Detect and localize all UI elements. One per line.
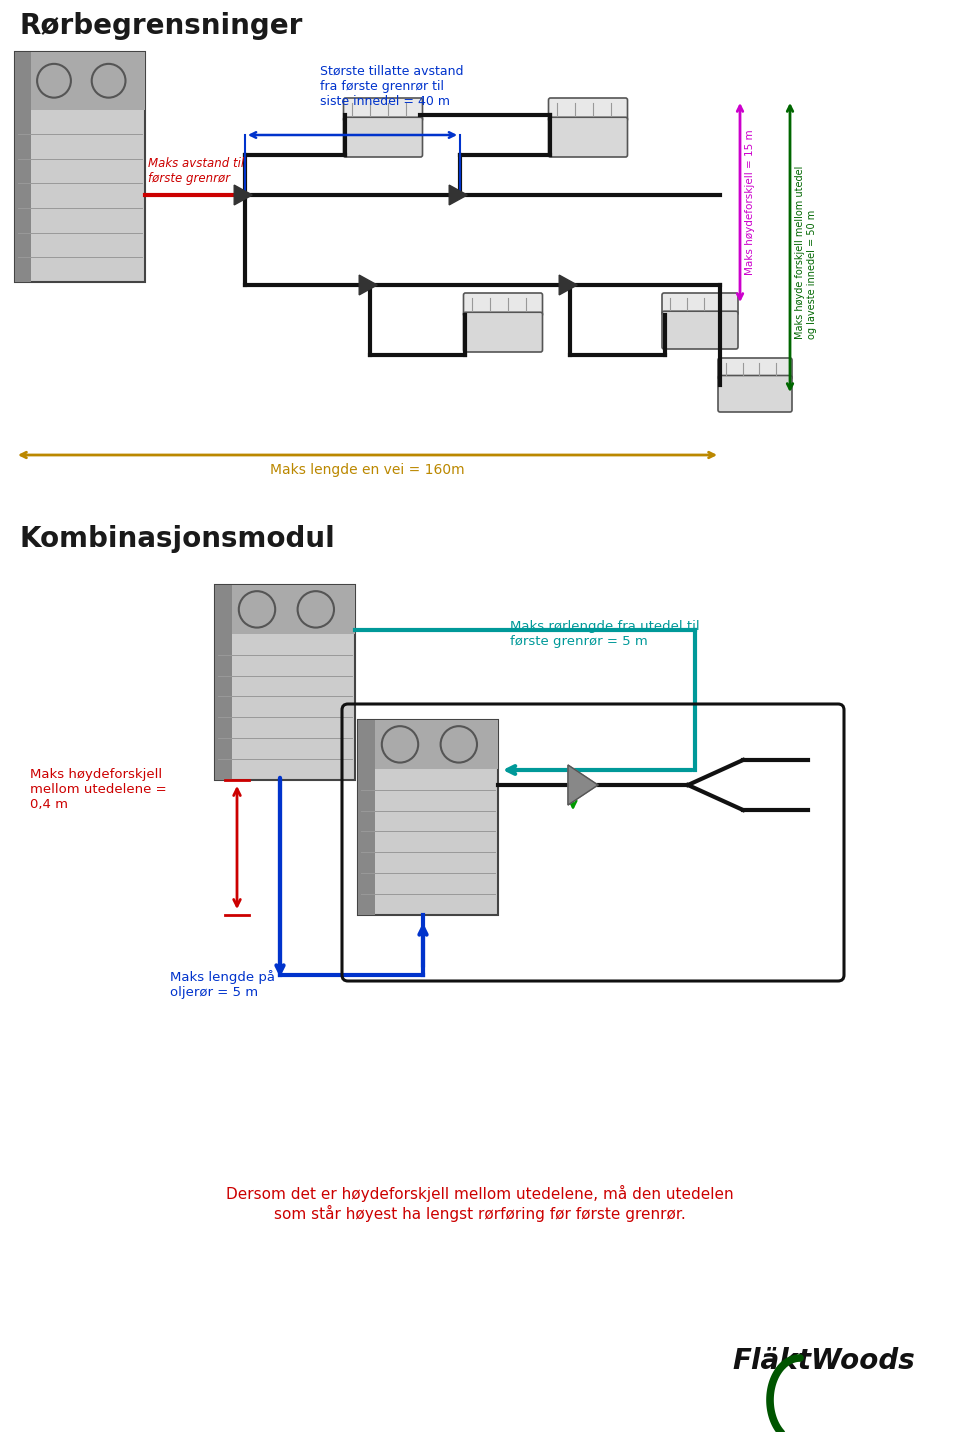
FancyBboxPatch shape (464, 294, 542, 316)
FancyBboxPatch shape (15, 52, 145, 282)
FancyBboxPatch shape (464, 312, 542, 352)
FancyBboxPatch shape (718, 358, 792, 379)
Polygon shape (568, 765, 598, 805)
Text: Største tillatte avstand
fra første grenrør til
siste innedel = 40 m: Største tillatte avstand fra første gren… (320, 64, 464, 107)
FancyBboxPatch shape (344, 97, 422, 122)
FancyBboxPatch shape (662, 294, 738, 315)
FancyBboxPatch shape (215, 586, 231, 780)
Text: Maks høyde forskjell mellom utedel
og laveste innedel = 50 m: Maks høyde forskjell mellom utedel og la… (795, 165, 817, 339)
FancyBboxPatch shape (15, 52, 31, 282)
FancyBboxPatch shape (358, 720, 498, 915)
FancyBboxPatch shape (215, 586, 355, 634)
Text: Rørbegrensninger: Rørbegrensninger (20, 11, 303, 40)
Text: Maks lengde på
oljerør = 5 m: Maks lengde på oljerør = 5 m (170, 969, 275, 1000)
FancyBboxPatch shape (662, 311, 738, 349)
Polygon shape (449, 185, 468, 205)
Text: Maks høydeforskjell = 15 m: Maks høydeforskjell = 15 m (745, 129, 755, 275)
Text: Maks avstand til
første grenrør: Maks avstand til første grenrør (148, 158, 244, 185)
Polygon shape (359, 275, 377, 295)
Text: Dersom det er høydeforskjell mellom utedelene, må den utedelen
som står høyest h: Dersom det er høydeforskjell mellom uted… (227, 1186, 733, 1221)
Polygon shape (559, 275, 577, 295)
FancyBboxPatch shape (548, 117, 628, 158)
FancyBboxPatch shape (15, 52, 145, 109)
Text: Maks rørlengde fra utedel til
første grenrør = 5 m: Maks rørlengde fra utedel til første gre… (510, 620, 700, 649)
Polygon shape (234, 185, 252, 205)
FancyBboxPatch shape (548, 97, 628, 122)
Text: Kombinasjonsmodul: Kombinasjonsmodul (20, 526, 336, 553)
FancyBboxPatch shape (344, 117, 422, 158)
Text: FläktWoods: FläktWoods (732, 1348, 915, 1375)
Text: Maks lengde en vei = 160m: Maks lengde en vei = 160m (270, 463, 465, 477)
Text: Maks høydeforskjell
mellom utedelene =
0,4 m: Maks høydeforskjell mellom utedelene = 0… (30, 768, 167, 811)
FancyBboxPatch shape (215, 586, 355, 780)
FancyBboxPatch shape (718, 375, 792, 412)
FancyBboxPatch shape (358, 720, 374, 915)
FancyBboxPatch shape (358, 720, 498, 769)
